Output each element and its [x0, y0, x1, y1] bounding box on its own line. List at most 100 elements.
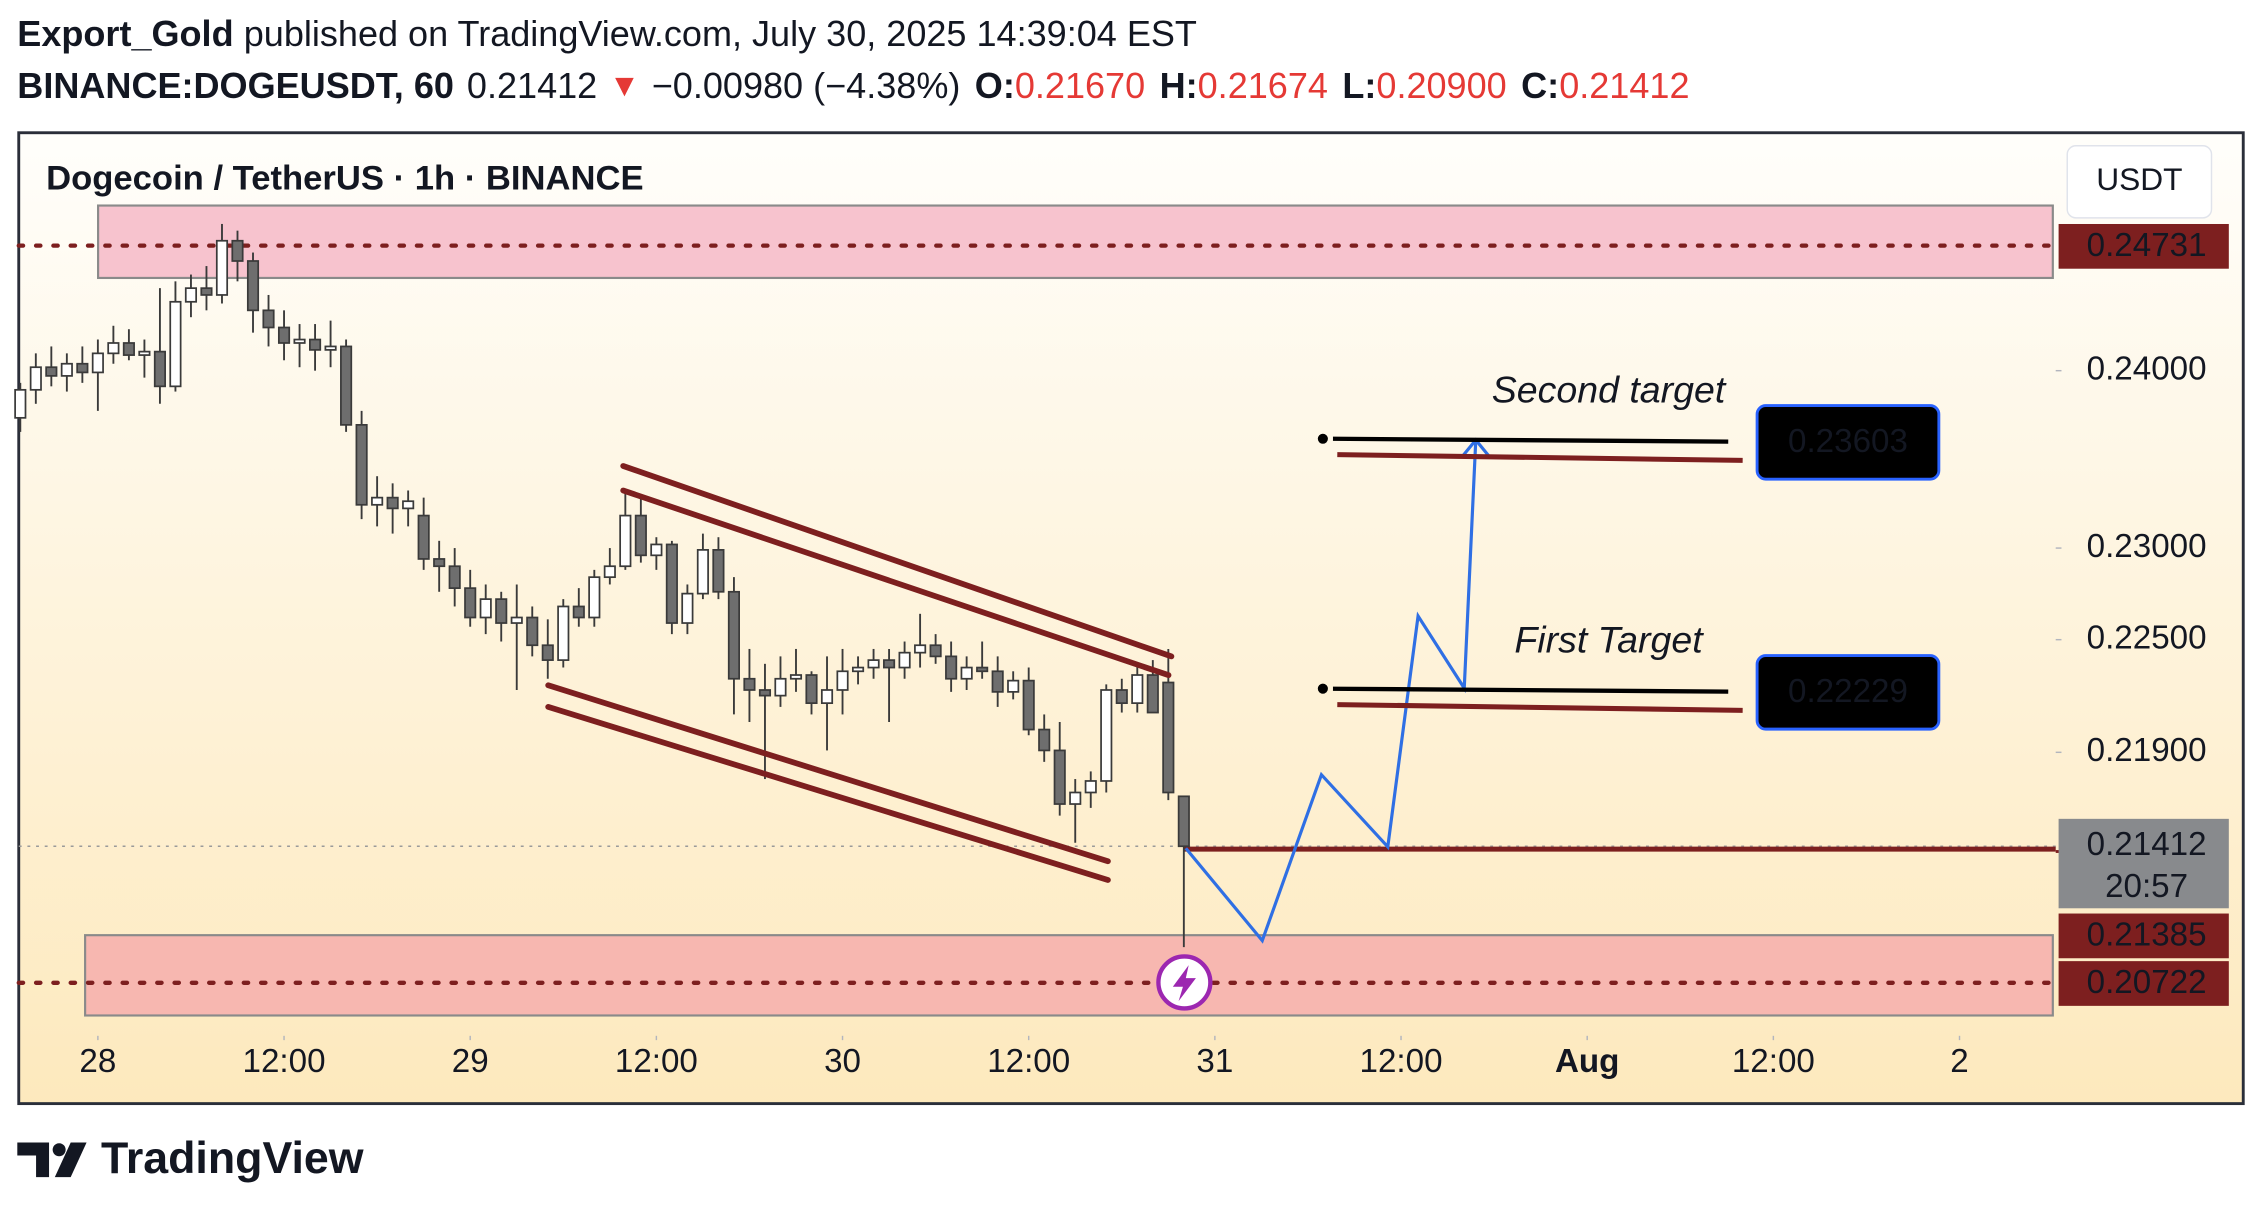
axes: 0.24000 0.23000 0.22500 0.21900 28 12:00 29 12:… — [79, 223, 2229, 1080]
candle-body — [153, 350, 166, 388]
currency-button[interactable] — [2066, 145, 2213, 219]
candle-body — [681, 592, 694, 624]
symbol: BINANCE:DOGEUSDT, 60 — [17, 65, 454, 106]
candle-body — [262, 309, 275, 329]
candle-body — [91, 352, 104, 374]
x-tick-label: 29 — [452, 1043, 489, 1080]
candle-body — [743, 677, 756, 691]
candle-body — [526, 616, 539, 647]
target-line — [1332, 436, 1729, 444]
target-line — [1332, 686, 1729, 694]
logo-mark — [52, 1143, 66, 1157]
price-label-box — [2058, 913, 2229, 959]
target-line-lower — [1337, 452, 1743, 463]
candle-body — [914, 644, 927, 654]
candle-body — [1069, 791, 1082, 805]
x-tick-label: 31 — [1196, 1043, 1233, 1080]
brand: TradingView — [101, 1134, 364, 1183]
zone — [97, 204, 2054, 280]
ohlc-key: O: — [975, 65, 1015, 106]
candle-body — [758, 689, 772, 697]
candle-body — [603, 565, 616, 579]
target-anchor — [1317, 683, 1328, 694]
candle-body — [324, 345, 337, 351]
candle-body — [277, 326, 291, 344]
candle-body — [29, 366, 42, 391]
target-box — [1755, 404, 1941, 481]
candle-body — [45, 366, 58, 377]
targets: Second target 0.23603 First Target 0.22229 — [1317, 369, 1941, 731]
x-tick-label: 2 — [1950, 1043, 1968, 1080]
candle-body — [1115, 689, 1128, 705]
y-tick-label: 0.22500 — [2087, 619, 2207, 656]
candle-body — [991, 670, 1004, 693]
candle-body — [851, 666, 865, 673]
candle-body — [557, 605, 570, 661]
down-arrow: ▼ — [609, 67, 640, 103]
target-name: Second target — [1492, 369, 1727, 411]
ohlc-key: H: — [1160, 65, 1198, 106]
candle-body — [1177, 795, 1190, 848]
y-tick-label: 0.24000 — [2087, 350, 2207, 387]
currency[interactable]: USDT — [2096, 161, 2182, 197]
ohlc-value: 0.21412 — [1559, 65, 1689, 106]
candle-body — [417, 514, 430, 560]
candle-body — [541, 644, 554, 661]
header-line-1: Export_Gold published on TradingView.com,… — [17, 13, 1197, 54]
candle-body — [1007, 679, 1020, 693]
target-anchor — [1317, 433, 1328, 444]
x-tick-label: 12:00 — [243, 1043, 326, 1080]
candle-body — [1038, 728, 1051, 752]
target-label: 0.23603 — [1788, 423, 1908, 460]
candle-body — [634, 514, 647, 557]
price-label: 0.20722 — [2087, 964, 2207, 1001]
ohlc-key: L: — [1342, 65, 1376, 106]
logo-mark — [17, 1142, 50, 1178]
price-label: 0.21385 — [2087, 916, 2207, 953]
channel-line — [545, 704, 1111, 883]
candle-body — [588, 576, 601, 619]
x-tick-label: 30 — [824, 1043, 861, 1080]
candle-body — [402, 500, 415, 510]
price-label: 0.24731 — [2087, 227, 2207, 264]
x-tick-label: 12:00 — [1360, 1043, 1443, 1080]
candle-body — [60, 362, 73, 377]
candle-body — [495, 598, 508, 624]
channel-line — [620, 487, 1172, 679]
channel-line — [620, 463, 1175, 660]
candle-body — [371, 496, 384, 506]
logo-mark — [54, 1142, 87, 1178]
candle-body — [246, 260, 260, 312]
candle-body — [712, 549, 725, 593]
candle-body — [665, 543, 678, 624]
candle-body — [309, 338, 322, 351]
ohlc-key: C: — [1521, 65, 1559, 106]
zones — [84, 204, 2054, 1017]
last-price-box — [2058, 818, 2229, 909]
candle-body — [696, 549, 709, 595]
candle-body — [836, 670, 849, 691]
candle-body — [929, 644, 942, 658]
candle-body — [960, 666, 973, 680]
price-label-box — [2058, 223, 2229, 269]
channel — [545, 463, 1175, 883]
candle-body — [433, 558, 446, 568]
candle-body — [727, 590, 740, 680]
candle-body — [138, 350, 151, 356]
event-bolt — [1172, 965, 1196, 1002]
x-tick-label: 28 — [79, 1043, 116, 1080]
last-price: 0.21412 — [467, 65, 597, 106]
candle-body — [1053, 749, 1066, 805]
zone — [84, 934, 2054, 1017]
candle-body — [386, 496, 399, 510]
last-price-label: 0.21412 — [2087, 826, 2207, 863]
candle-body — [820, 689, 834, 705]
candle-body — [169, 300, 182, 388]
countdown: 20:57 — [2105, 868, 2188, 905]
candle-body — [107, 342, 120, 355]
author: Export_Gold — [17, 13, 233, 54]
candle-body — [448, 565, 461, 589]
candle-body — [976, 666, 989, 673]
